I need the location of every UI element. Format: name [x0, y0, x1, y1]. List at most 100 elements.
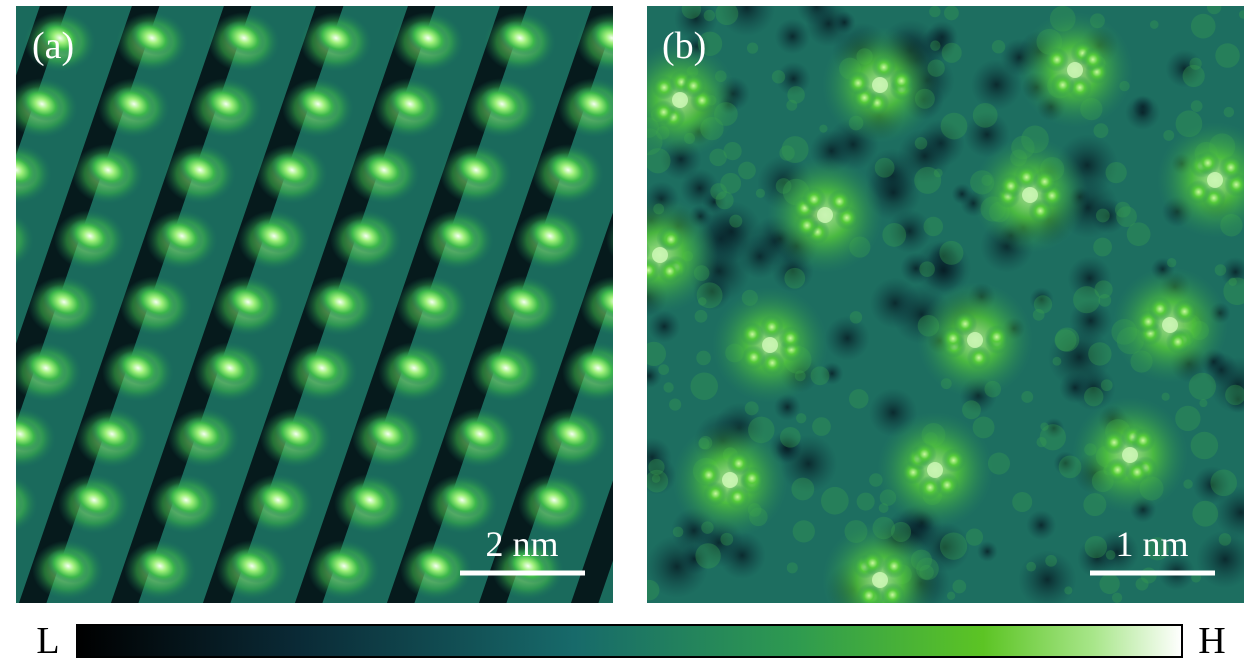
atom-blob — [436, 218, 480, 254]
dark-spot — [964, 111, 1010, 158]
atom-blob — [406, 20, 450, 56]
dark-spot — [824, 315, 870, 361]
dark-spot — [1220, 256, 1244, 288]
texture-spot — [939, 240, 964, 265]
atom-blob — [502, 284, 546, 320]
texture-spot — [1099, 573, 1120, 595]
texture-spot — [1206, 6, 1222, 15]
halo — [580, 276, 613, 336]
cluster-lobe — [1131, 428, 1156, 453]
texture-spot — [1225, 384, 1244, 406]
dark-spot — [833, 11, 856, 34]
atom-blob — [20, 86, 64, 122]
texture-spot — [941, 42, 962, 63]
texture-spot — [933, 168, 943, 178]
texture-spot — [1228, 277, 1237, 286]
texture-spot — [940, 112, 968, 140]
dark-spot — [1029, 287, 1054, 312]
colorbar-high-label: H — [1198, 620, 1225, 662]
texture-spot — [697, 297, 707, 306]
dark-spot — [1077, 538, 1117, 578]
atom-blob — [480, 86, 524, 122]
cluster-lobe — [696, 463, 721, 488]
cluster-lobe — [1028, 198, 1053, 223]
texture-spot — [787, 86, 805, 104]
texture-spot — [1192, 500, 1219, 527]
cluster-core — [1122, 447, 1138, 463]
texture-spot — [1111, 592, 1123, 603]
cluster-lobe — [778, 326, 803, 351]
dark-spot — [921, 248, 966, 293]
texture-spot — [796, 413, 807, 424]
texture-spot — [663, 382, 674, 393]
texture-spot — [715, 191, 734, 210]
atom-blob — [90, 416, 134, 452]
texture-spot — [1032, 308, 1045, 321]
texture-spot — [930, 40, 941, 51]
atom-blob — [38, 20, 82, 56]
cluster-core — [652, 247, 668, 263]
texture-spot — [729, 214, 743, 228]
atom-blob — [0, 542, 3, 590]
cluster-core — [1067, 62, 1083, 78]
cluster-lobe — [918, 475, 943, 500]
texture-spot — [929, 6, 941, 18]
atom-blob — [392, 350, 436, 386]
texture-spot — [1199, 399, 1208, 408]
texture-spot — [1149, 20, 1159, 29]
panel-label: (b) — [662, 25, 706, 67]
cluster-lobe — [739, 466, 764, 491]
cluster-core — [927, 462, 943, 478]
cluster-lobe — [880, 582, 905, 603]
atom-blob — [300, 350, 344, 386]
cluster-lobe — [1195, 150, 1220, 175]
cluster-lobe — [802, 187, 827, 212]
cluster-lobe — [889, 68, 914, 93]
cluster-lobe — [912, 442, 937, 467]
texture-spot — [1145, 537, 1169, 561]
atom-blob — [68, 218, 112, 254]
cluster-lobe — [1080, 47, 1105, 72]
texture-spot — [1190, 13, 1216, 39]
texture-spot — [856, 492, 875, 511]
texture-spot — [672, 526, 684, 538]
texture-spot — [944, 6, 959, 21]
dark-spot — [1165, 49, 1204, 88]
texture-spot — [1098, 293, 1112, 307]
cluster-lobe — [1172, 299, 1197, 324]
texture-spot — [1135, 577, 1149, 591]
texture-spot — [1052, 356, 1062, 366]
texture-spot — [914, 137, 928, 150]
cluster-core — [762, 337, 778, 353]
texture-spot — [1045, 554, 1057, 567]
texture-spot — [1183, 479, 1193, 489]
dark-spot — [951, 183, 973, 205]
texture-spot — [1073, 286, 1101, 314]
texture-spot — [786, 99, 798, 111]
atom-blob — [388, 86, 432, 122]
texture-spot — [1210, 469, 1237, 497]
texture-spot — [1084, 535, 1108, 559]
halo — [16, 476, 38, 532]
dark-spot — [702, 189, 727, 215]
texture-spot — [1116, 206, 1137, 227]
texture-spot — [1218, 533, 1232, 546]
texture-spot — [648, 458, 665, 476]
atom-blob — [458, 416, 502, 452]
dark-spot — [897, 128, 952, 184]
texture-spot — [952, 579, 967, 594]
texture-spot — [1163, 129, 1175, 141]
texture-spot — [1190, 431, 1219, 460]
dark-spot — [647, 363, 662, 389]
texture-spot — [962, 400, 981, 420]
cluster-lobe — [1050, 72, 1075, 97]
texture-spot — [1036, 437, 1047, 448]
dark-spot — [796, 6, 837, 26]
atom-blob — [576, 350, 613, 386]
texture-spot — [786, 562, 798, 574]
texture-spot — [939, 532, 968, 560]
atom-blob — [270, 152, 314, 188]
atom-blob — [252, 218, 296, 254]
